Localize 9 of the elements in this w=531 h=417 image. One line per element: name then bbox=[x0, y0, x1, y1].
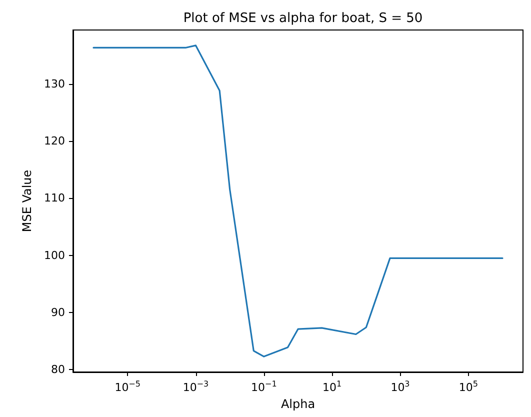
y-tick-label: 80 bbox=[51, 363, 65, 376]
chart-title: Plot of MSE vs alpha for boat, S = 50 bbox=[183, 11, 423, 26]
y-tick-label: 100 bbox=[44, 248, 65, 262]
y-tick-label: 120 bbox=[44, 134, 65, 148]
x-axis-title: Alpha bbox=[280, 397, 316, 411]
y-tick-label: 90 bbox=[51, 306, 65, 320]
y-tick-label: 110 bbox=[44, 192, 65, 205]
y-tick-label: 130 bbox=[44, 77, 65, 90]
y-axis-title: MSE Value bbox=[20, 170, 34, 232]
